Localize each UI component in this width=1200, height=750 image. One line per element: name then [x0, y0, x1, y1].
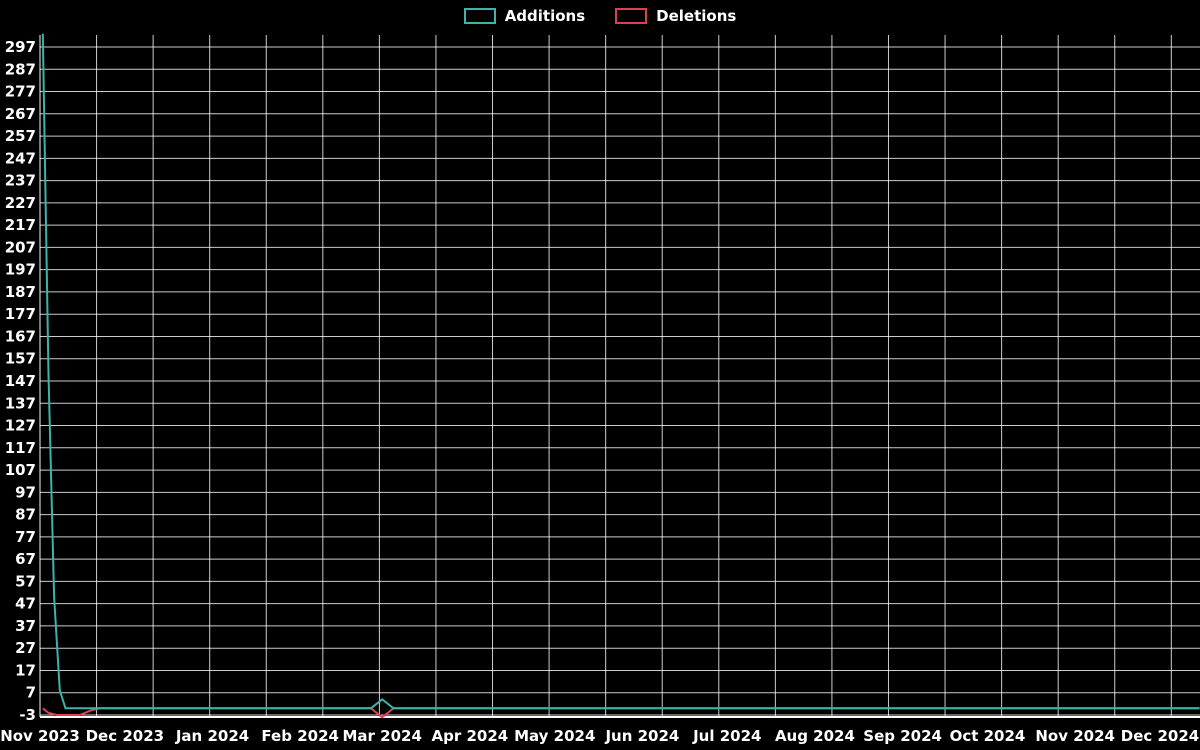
y-tick-label: -3 [19, 706, 36, 724]
y-tick-label: 147 [5, 372, 36, 390]
y-tick-label: 167 [5, 327, 36, 345]
y-tick-label: 257 [5, 127, 36, 145]
x-tick-label: Apr 2024 [432, 727, 509, 745]
horizontal-gridlines [40, 46, 1200, 716]
y-tick-label: 287 [5, 60, 36, 78]
x-tick-label: Aug 2024 [775, 727, 855, 745]
y-tick-label: 297 [5, 38, 36, 56]
y-tick-label: 27 [15, 639, 36, 657]
y-tick-label: 217 [5, 216, 36, 234]
chart-legend: Additions Deletions [0, 7, 1200, 25]
y-tick-label: 37 [15, 617, 36, 635]
additions-legend-label: Additions [504, 7, 586, 25]
legend-item-additions: Additions [463, 7, 586, 25]
y-tick-label: 87 [15, 506, 36, 524]
deletions-legend-label: Deletions [656, 7, 737, 25]
y-tick-label: 157 [5, 350, 36, 368]
x-tick-label: Feb 2024 [261, 727, 339, 745]
y-tick-label: 97 [15, 483, 36, 501]
legend-item-deletions: Deletions [615, 7, 736, 25]
y-tick-label: 187 [5, 283, 36, 301]
y-tick-label: 197 [5, 261, 36, 279]
y-tick-label: 247 [5, 149, 36, 167]
y-axis-tick-labels: -3 7 17 27 37 47 57 67 77 87 97 107 117 127 137 147 157 1… [5, 38, 36, 724]
y-tick-label: 7 [26, 684, 36, 702]
additions-legend-swatch [463, 8, 496, 24]
y-tick-label: 137 [5, 394, 36, 412]
y-tick-label: 127 [5, 417, 36, 435]
y-tick-label: 177 [5, 305, 36, 323]
x-tick-label: Dec 2023 [86, 727, 165, 745]
y-tick-label: 77 [15, 528, 36, 546]
x-tick-label: Oct 2024 [950, 727, 1026, 745]
y-tick-label: 267 [5, 105, 36, 123]
vertical-gridlines [39, 35, 1172, 717]
x-tick-label: Sep 2024 [863, 727, 942, 745]
x-tick-label: Nov 2023 [0, 727, 80, 745]
x-tick-label: Jun 2024 [604, 727, 679, 745]
y-tick-label: 117 [5, 439, 36, 457]
y-tick-label: 17 [15, 661, 36, 679]
y-tick-label: 277 [5, 83, 36, 101]
x-tick-label: Jul 2024 [692, 727, 761, 745]
y-tick-label: 57 [15, 572, 36, 590]
x-tick-label: Dec 2024 [1121, 727, 1200, 745]
y-tick-label: 107 [5, 461, 36, 479]
deletions-legend-swatch [615, 8, 648, 24]
x-axis-tick-labels: Nov 2023 Dec 2023 Jan 2024 Feb 2024 Mar 2024… [0, 727, 1199, 745]
y-tick-label: 67 [15, 550, 36, 568]
y-tick-label: 227 [5, 194, 36, 212]
x-tick-label: Mar 2024 [343, 727, 422, 745]
y-tick-label: 47 [15, 595, 36, 613]
series-lines [41, 33, 1200, 719]
y-tick-label: 237 [5, 172, 36, 190]
deletions-line [42, 707, 1200, 719]
y-tick-label: 207 [5, 238, 36, 256]
axes [39, 35, 1200, 718]
x-tick-label: Nov 2024 [1035, 727, 1115, 745]
additions-line [41, 33, 1200, 710]
x-tick-label: Jan 2024 [175, 727, 249, 745]
x-tick-label: May 2024 [514, 727, 595, 745]
